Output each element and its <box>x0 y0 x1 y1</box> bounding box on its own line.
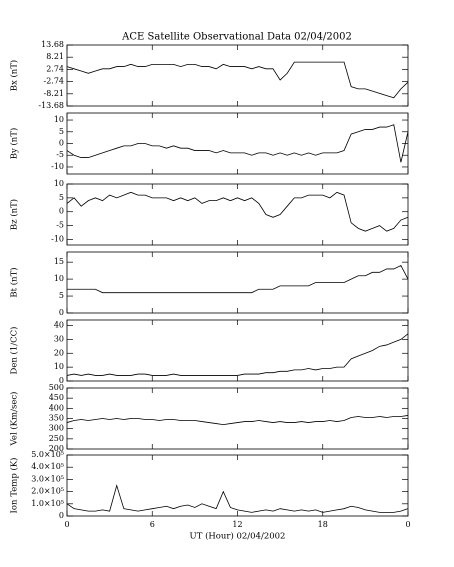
panel-frame <box>66 319 409 382</box>
y-axis-label: Den (1/CC) <box>9 327 20 375</box>
y-tick-label: -5 <box>56 221 64 230</box>
y-tick-label: 450 <box>49 393 64 402</box>
panel-frame <box>66 251 409 314</box>
y-tick-label: 0 <box>59 308 64 317</box>
y-axis-label: Bz (nT) <box>9 199 20 230</box>
y-tick-label: 4.0×10⁵ <box>31 462 64 471</box>
x-tick-label: 0 <box>64 520 69 529</box>
y-tick-label: 10 <box>54 179 64 188</box>
y-tick-label: 0 <box>59 376 64 385</box>
panel-frame <box>66 183 409 246</box>
y-tick-label: -13.68 <box>38 101 64 110</box>
y-tick-label: -10 <box>51 162 64 171</box>
panel-frame <box>66 44 409 107</box>
y-tick-label: 250 <box>49 434 64 443</box>
chart-title: ACE Satellite Observational Data 02/04/2… <box>121 32 352 43</box>
y-tick-label: -10 <box>51 234 64 243</box>
data-line <box>66 333 409 376</box>
y-tick-label: 15 <box>54 257 64 266</box>
x-tick-label: 12 <box>232 520 242 529</box>
data-line <box>66 415 409 426</box>
y-tick-label: 2.74 <box>46 64 64 73</box>
y-tick-label: -2.74 <box>43 77 64 86</box>
y-tick-label: 0 <box>59 139 64 148</box>
y-tick-label: -8.21 <box>43 89 64 98</box>
x-axis-label: UT (Hour) 02/04/2002 <box>190 531 286 542</box>
y-tick-label: 400 <box>49 403 64 412</box>
data-line <box>66 191 409 232</box>
y-axis-label: Vel (Km/sec) <box>9 392 20 447</box>
y-tick-label: 1.0×10⁵ <box>31 499 64 508</box>
y-tick-label: 40 <box>54 321 64 330</box>
y-tick-label: 0 <box>59 207 64 216</box>
y-tick-label: 350 <box>49 414 64 423</box>
y-axis-label: Ion Temp (K) <box>9 458 20 514</box>
x-tick-label: 6 <box>150 520 155 529</box>
y-tick-label: 3.0×10⁵ <box>31 474 64 483</box>
y-axis-label: By (nT) <box>9 128 20 160</box>
y-tick-label: 5 <box>59 193 64 202</box>
y-axis-label: Bx (nT) <box>9 60 20 92</box>
data-line <box>66 484 409 513</box>
panel-frame <box>66 112 409 175</box>
y-tick-label: 13.68 <box>41 40 64 49</box>
y-tick-label: 5 <box>59 127 64 136</box>
y-axis-label: Bt (nT) <box>9 267 20 297</box>
data-line <box>66 61 409 99</box>
y-tick-label: 10 <box>54 362 64 371</box>
y-tick-label: 0 <box>59 511 64 520</box>
y-tick-label: 500 <box>49 383 64 392</box>
y-tick-label: 2.0×10⁵ <box>31 487 64 496</box>
x-tick-label: 0 <box>405 520 410 529</box>
y-tick-label: 20 <box>54 348 64 357</box>
y-tick-label: 5.0×10⁵ <box>31 450 64 459</box>
data-line <box>66 124 409 163</box>
y-tick-label: 10 <box>54 274 64 283</box>
x-tick-label: 18 <box>318 520 328 529</box>
y-tick-label: 300 <box>49 424 64 433</box>
y-tick-label: -5 <box>56 150 64 159</box>
y-tick-label: 30 <box>54 334 64 343</box>
y-tick-label: 200 <box>49 444 64 453</box>
y-tick-label: 5 <box>59 291 64 300</box>
data-line <box>67 265 409 294</box>
y-tick-label: 8.21 <box>46 52 64 61</box>
y-tick-label: 10 <box>54 115 64 124</box>
